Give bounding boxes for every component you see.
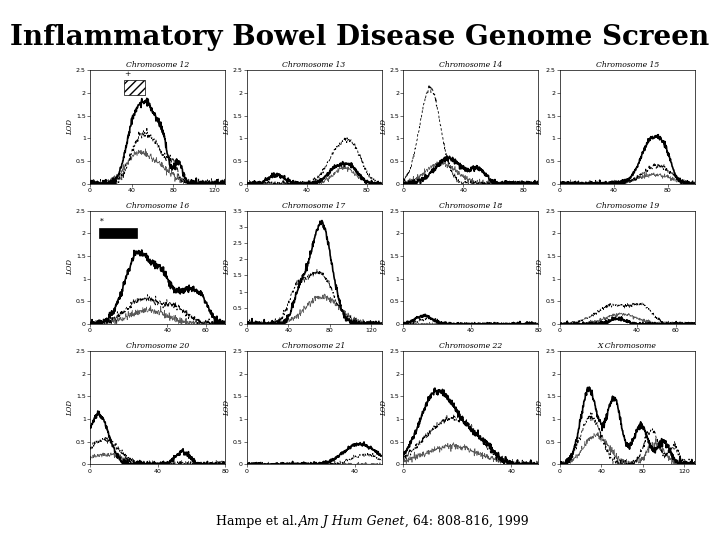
Y-axis label: LOD: LOD (379, 119, 388, 135)
Y-axis label: LOD: LOD (223, 259, 231, 275)
Text: , 64: 808-816, 1999: , 64: 808-816, 1999 (405, 515, 529, 528)
Y-axis label: LOD: LOD (536, 119, 544, 135)
Title: Chromosome 20: Chromosome 20 (126, 342, 189, 350)
Y-axis label: LOD: LOD (536, 259, 544, 275)
Title: Chromosome 21: Chromosome 21 (282, 342, 346, 350)
Text: *: * (99, 217, 103, 225)
Y-axis label: LOD: LOD (379, 400, 388, 416)
Y-axis label: LOD: LOD (223, 119, 231, 135)
Title: Chromosome 18: Chromosome 18 (439, 202, 503, 210)
Title: Chromosome 15: Chromosome 15 (595, 62, 659, 70)
Y-axis label: LOD: LOD (66, 400, 75, 416)
Bar (99, 228, 138, 238)
Title: Chromosome 19: Chromosome 19 (595, 202, 659, 210)
Y-axis label: LOD: LOD (223, 400, 231, 416)
Y-axis label: LOD: LOD (536, 400, 544, 416)
Title: Chromosome 16: Chromosome 16 (126, 202, 189, 210)
Y-axis label: LOD: LOD (66, 259, 75, 275)
Title: Chromosome 13: Chromosome 13 (282, 62, 346, 70)
Text: Am J Hum Genet: Am J Hum Genet (299, 515, 405, 528)
Bar (124, 80, 145, 95)
Text: Hampe et al.,: Hampe et al., (216, 515, 305, 528)
Title: Chromosome 14: Chromosome 14 (439, 62, 503, 70)
Title: Chromosome 12: Chromosome 12 (126, 62, 189, 70)
Text: +: + (124, 70, 130, 78)
Title: Chromosome 22: Chromosome 22 (439, 342, 503, 350)
Text: Inflammatory Bowel Disease Genome Screen: Inflammatory Bowel Disease Genome Screen (10, 24, 710, 51)
Title: Chromosome 17: Chromosome 17 (282, 202, 346, 210)
Y-axis label: LOD: LOD (379, 259, 388, 275)
Title: X Chromosome: X Chromosome (598, 342, 657, 350)
Y-axis label: LOD: LOD (66, 119, 75, 135)
